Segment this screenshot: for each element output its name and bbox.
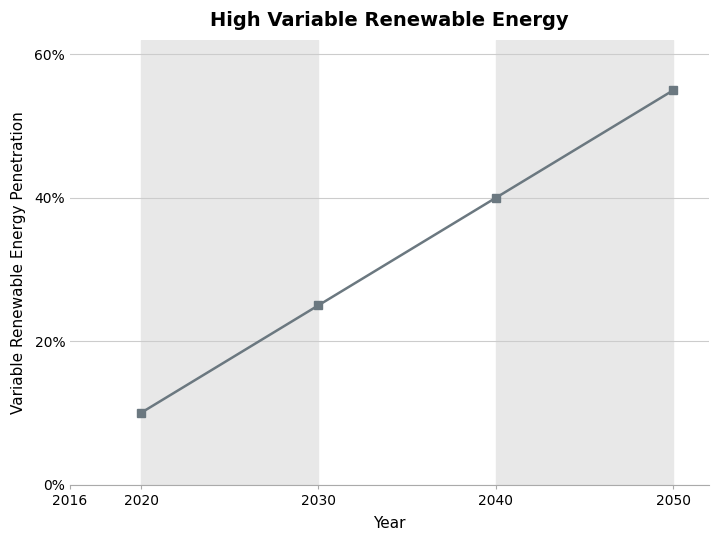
Bar [141,40,318,485]
Title: High Variable Renewable Energy: High Variable Renewable Energy [210,11,569,30]
Y-axis label: Variable Renewable Energy Penetration: Variable Renewable Energy Penetration [11,111,26,414]
Bar [496,40,673,485]
X-axis label: Year: Year [373,516,406,531]
